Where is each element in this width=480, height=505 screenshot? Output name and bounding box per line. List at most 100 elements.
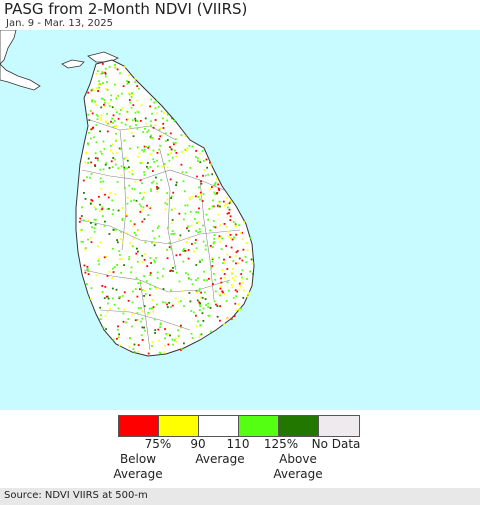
ndvi-pixel [112, 338, 115, 341]
ndvi-pixel [143, 148, 146, 151]
ndvi-pixel [133, 350, 136, 353]
ndvi-pixel [130, 96, 133, 98]
ndvi-pixel [173, 143, 175, 146]
ndvi-pixel [141, 261, 144, 264]
ndvi-pixel [110, 144, 112, 147]
legend-swatch-light-green [239, 416, 279, 436]
ndvi-pixel [112, 114, 115, 117]
ndvi-pixel [117, 209, 120, 212]
ndvi-pixel [236, 290, 239, 293]
ndvi-pixel [94, 223, 97, 226]
ndvi-pixel [190, 278, 193, 281]
ndvi-pixel [119, 148, 122, 150]
ndvi-pixel [245, 242, 248, 244]
ndvi-pixel [238, 257, 241, 260]
ndvi-pixel [241, 231, 243, 234]
ndvi-pixel [218, 293, 221, 295]
ndvi-pixel [143, 145, 146, 148]
ndvi-pixel [113, 125, 116, 128]
ndvi-pixel [104, 72, 107, 75]
ndvi-pixel [173, 120, 176, 122]
ndvi-pixel [198, 186, 200, 189]
ndvi-pixel [143, 191, 146, 194]
ndvi-pixel [141, 161, 144, 164]
ndvi-pixel [195, 290, 198, 293]
ndvi-pixel [184, 135, 187, 138]
ndvi-pixel [172, 270, 174, 272]
ndvi-pixel [114, 163, 117, 166]
ndvi-pixel [90, 89, 93, 92]
ndvi-pixel [98, 80, 100, 83]
ndvi-pixel [213, 191, 216, 194]
ndvi-pixel [120, 174, 123, 177]
ndvi-pixel [160, 134, 163, 137]
ndvi-pixel [91, 199, 94, 202]
ndvi-pixel [126, 82, 129, 85]
legend-tick-110: 110 [226, 437, 250, 451]
ndvi-pixel [103, 102, 106, 104]
ndvi-pixel [197, 157, 199, 160]
ndvi-pixel [150, 124, 152, 127]
ndvi-pixel [174, 265, 177, 268]
ndvi-pixel [199, 193, 202, 196]
ndvi-pixel [87, 91, 90, 94]
ndvi-pixel [151, 299, 154, 301]
ndvi-pixel [152, 180, 155, 183]
ndvi-pixel [110, 160, 113, 163]
ndvi-pixel [204, 248, 207, 251]
ndvi-pixel [161, 165, 164, 168]
ndvi-pixel [101, 97, 104, 100]
ndvi-pixel [186, 149, 188, 152]
ndvi-pixel [227, 230, 229, 233]
ndvi-pixel [104, 105, 106, 107]
ndvi-pixel [238, 282, 241, 285]
ndvi-pixel [86, 267, 89, 270]
ndvi-pixel [174, 149, 176, 152]
ndvi-pixel [182, 180, 185, 183]
ndvi-pixel [150, 262, 152, 264]
ndvi-pixel [102, 140, 105, 143]
ndvi-pixel [235, 309, 238, 312]
legend-tick-no-data: No Data [311, 437, 361, 451]
ndvi-pixel [137, 111, 140, 113]
ndvi-pixel [198, 309, 201, 311]
ndvi-pixel [167, 153, 169, 156]
ndvi-pixel [170, 222, 173, 225]
ndvi-pixel [166, 139, 169, 141]
ndvi-pixel [215, 178, 218, 181]
ndvi-pixel [166, 257, 169, 260]
ndvi-pixel [252, 272, 254, 275]
ndvi-pixel [116, 95, 118, 98]
ndvi-pixel [117, 325, 119, 328]
ndvi-pixel [137, 229, 140, 231]
ndvi-pixel [164, 337, 166, 340]
ndvi-pixel [196, 175, 198, 178]
ndvi-pixel [134, 288, 137, 290]
ndvi-pixel [110, 120, 112, 123]
ndvi-pixel [221, 269, 224, 271]
ndvi-pixel [168, 159, 171, 162]
ndvi-pixel [234, 275, 237, 278]
ndvi-pixel [170, 233, 173, 235]
ndvi-pixel [92, 126, 95, 129]
ndvi-pixel [217, 205, 219, 208]
ndvi-pixel [219, 294, 221, 297]
ndvi-pixel [116, 337, 118, 340]
ndvi-pixel [105, 88, 107, 90]
ndvi-pixel [115, 140, 117, 142]
ndvi-pixel [162, 288, 165, 290]
ndvi-pixel [242, 297, 245, 299]
ndvi-pixel [149, 288, 151, 290]
ndvi-pixel [205, 304, 207, 306]
ndvi-pixel [188, 145, 191, 147]
ndvi-pixel [99, 306, 102, 309]
ndvi-pixels [78, 63, 254, 355]
ndvi-pixel [90, 161, 93, 164]
ndvi-pixel [169, 146, 171, 148]
ndvi-pixel [164, 202, 167, 204]
ndvi-pixel [226, 281, 229, 284]
ndvi-pixel [248, 291, 250, 294]
ndvi-pixel [157, 106, 160, 108]
ndvi-pixel [106, 89, 109, 91]
ndvi-pixel [240, 307, 242, 310]
